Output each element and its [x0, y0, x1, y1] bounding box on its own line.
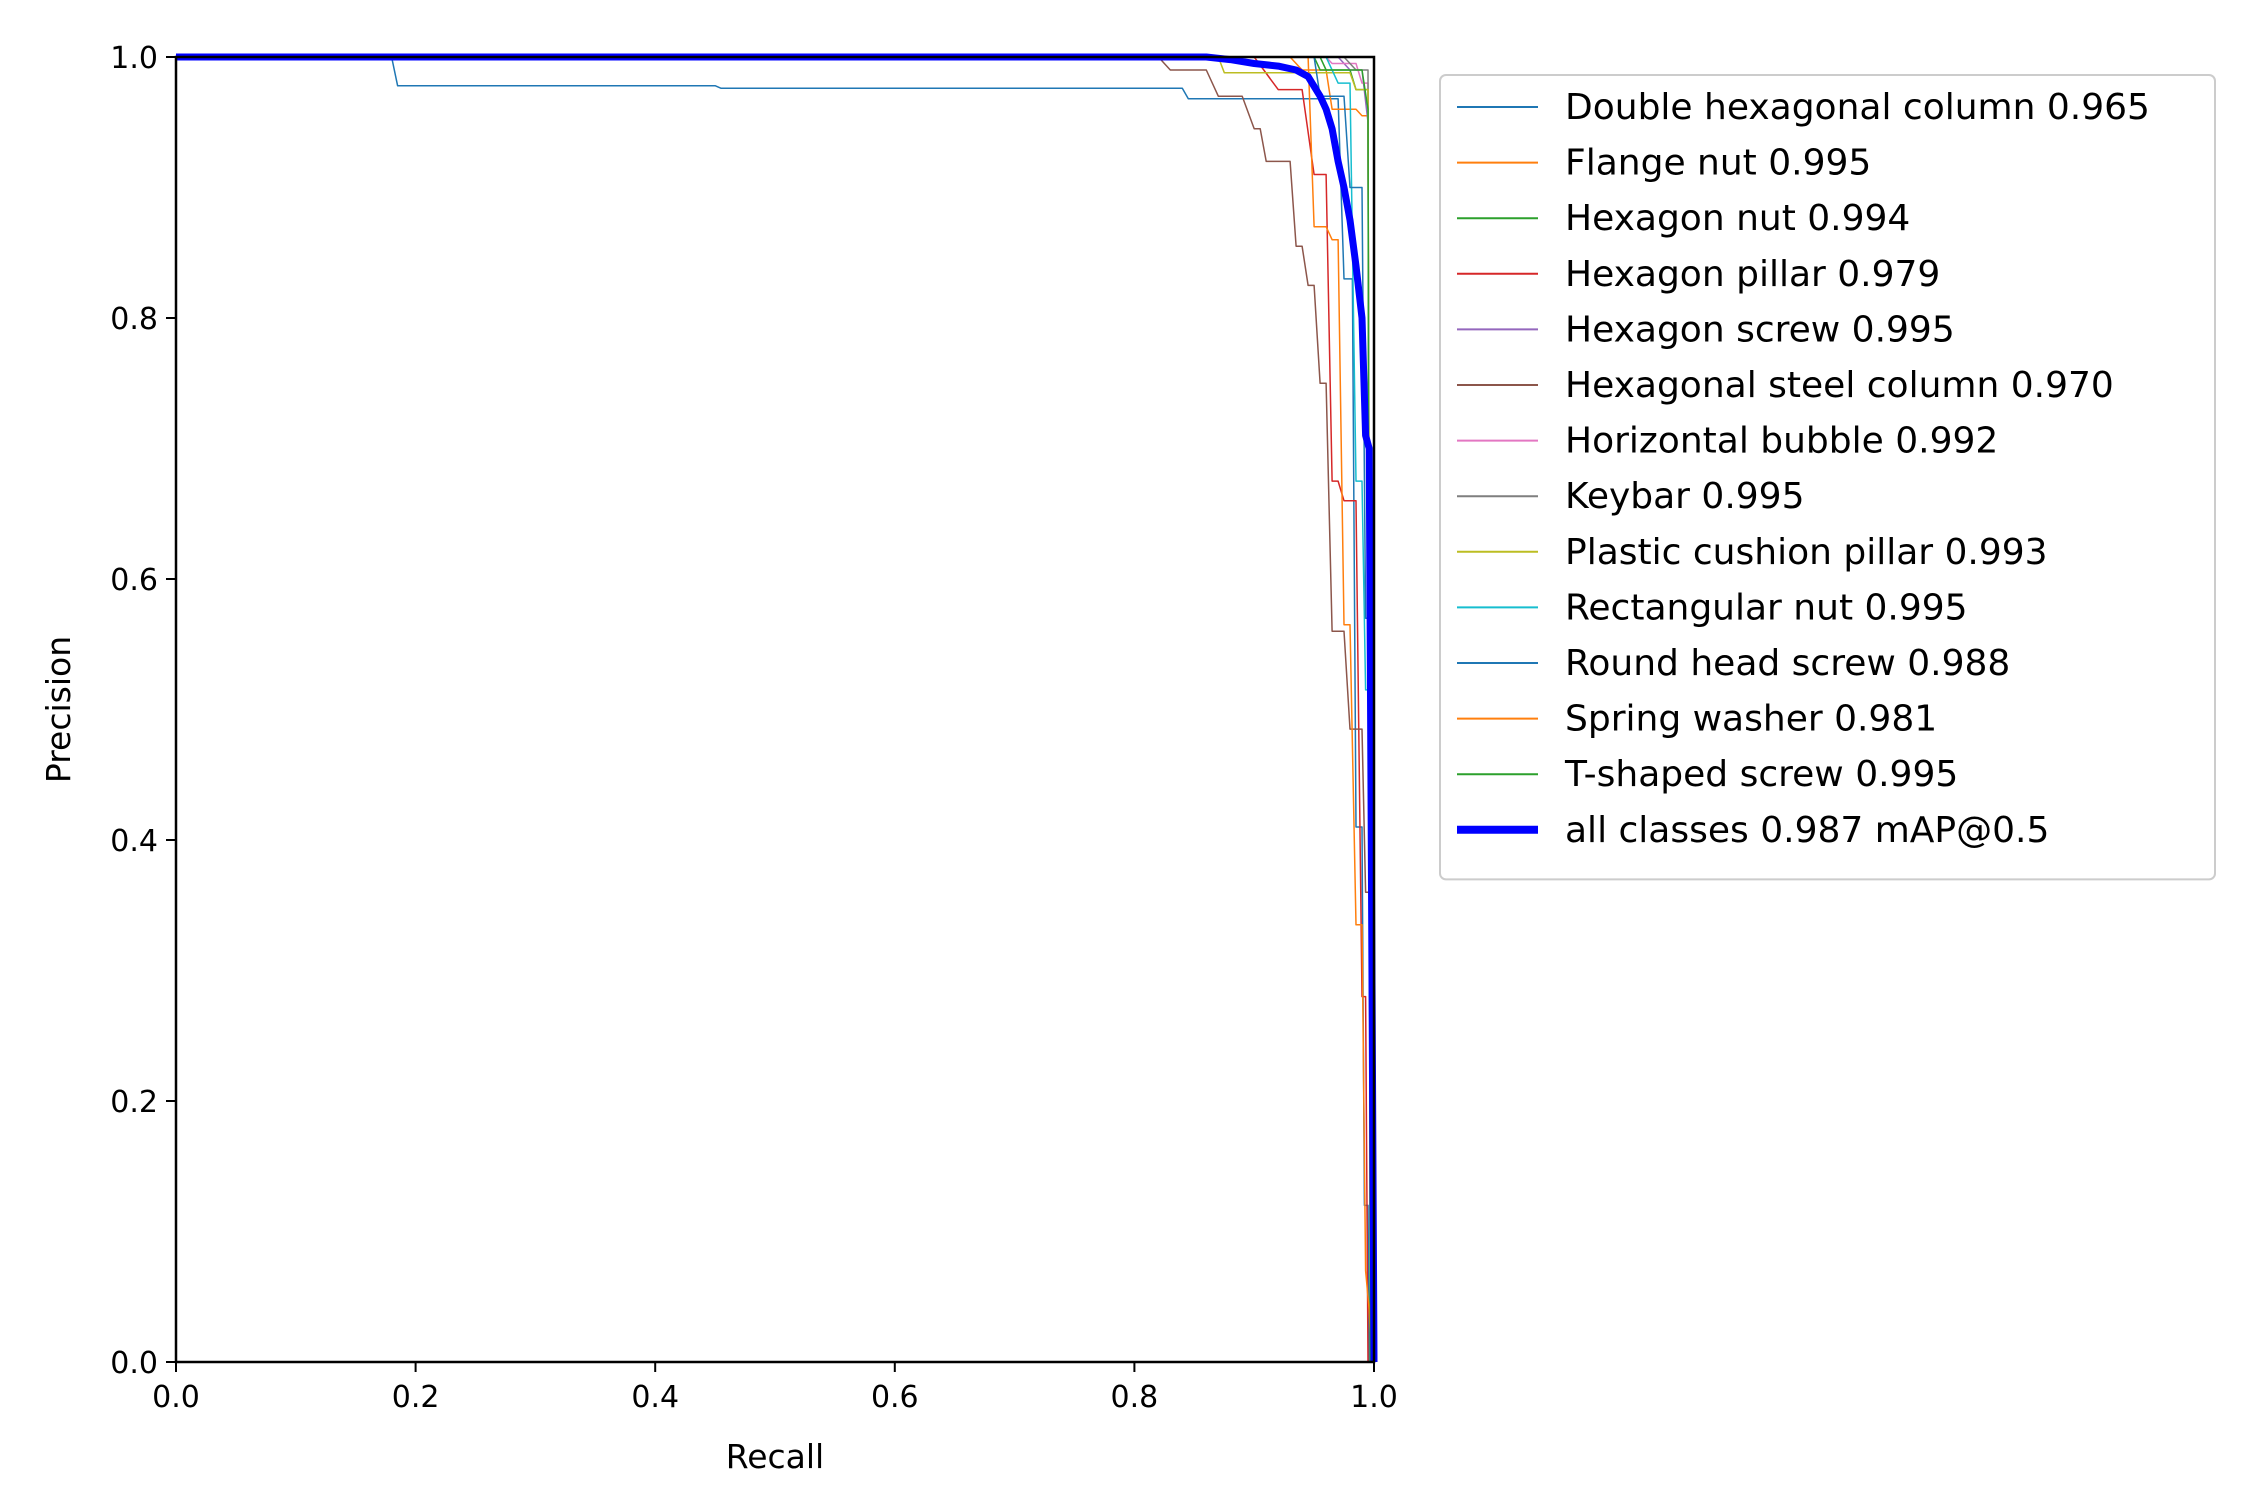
- series-line-6: [176, 56, 1372, 1363]
- series-line-5: [176, 56, 1373, 1363]
- legend-entry: Hexagon screw 0.995: [1565, 309, 1955, 350]
- curves-layer: [176, 53, 1378, 1363]
- x-axis-label: Recall: [726, 1437, 824, 1476]
- axis-ticks: 0.0 0.2 0.4 0.6 0.8 1.0 0.0 0.2 0.4 0.6 0.8 1.0: [110, 41, 1398, 1415]
- series-line-0: [176, 56, 1370, 1363]
- series-line-4: [176, 56, 1372, 1363]
- y-tick-label: 0.8: [110, 302, 158, 337]
- legend-entry: Hexagon pillar 0.979: [1565, 254, 1940, 295]
- legend-entry: Flange nut 0.995: [1565, 143, 1871, 184]
- series-line-7: [176, 56, 1372, 1363]
- legend-items: Double hexagonal column 0.965 Flange nut …: [1457, 87, 2150, 851]
- series-line-8: [176, 56, 1372, 1363]
- plot-frame: [174, 55, 1376, 1364]
- y-tick-label: 0.2: [110, 1085, 158, 1120]
- y-tick-label: 0.4: [110, 824, 158, 859]
- x-tick-label: 1.0: [1350, 1380, 1398, 1415]
- series-line-10: [176, 56, 1373, 1363]
- y-axis-label: Precision: [39, 636, 78, 783]
- series-line-13: [176, 53, 1378, 1363]
- legend-entry: Round head screw 0.988: [1565, 643, 2010, 684]
- legend-entry: all classes 0.987 mAP@0.5: [1565, 810, 2049, 851]
- series-line-1: [176, 56, 1373, 1363]
- x-tick-label: 0.6: [871, 1380, 919, 1415]
- x-tick-label: 0.4: [631, 1380, 679, 1415]
- legend-entry: Spring washer 0.981: [1565, 699, 1937, 740]
- series-line-2: [176, 56, 1372, 1363]
- y-tick-label: 1.0: [110, 41, 158, 76]
- legend-entry: Hexagonal steel column 0.970: [1565, 365, 2114, 406]
- legend-entry: Plastic cushion pillar 0.993: [1565, 532, 2048, 573]
- legend-entry: Double hexagonal column 0.965: [1565, 87, 2150, 128]
- legend-entry: T-shaped screw 0.995: [1564, 754, 1958, 795]
- x-tick-label: 0.8: [1111, 1380, 1159, 1415]
- legend-entry: Hexagon nut 0.994: [1565, 198, 1910, 239]
- series-line-3: [176, 56, 1369, 1363]
- legend-entry: Keybar 0.995: [1565, 476, 1804, 517]
- x-tick-label: 0.2: [392, 1380, 440, 1415]
- y-tick-label: 0.0: [110, 1346, 158, 1381]
- legend-entry: Rectangular nut 0.995: [1565, 587, 1968, 628]
- legend-entry: Horizontal bubble 0.992: [1565, 421, 1998, 462]
- legend: Double hexagonal column 0.965 Flange nut …: [1439, 74, 2216, 881]
- series-line-9: [176, 56, 1373, 1363]
- series-line-11: [176, 56, 1373, 1363]
- legend-box: [1439, 74, 2216, 881]
- y-tick-label: 0.6: [110, 563, 158, 598]
- x-tick-label: 0.0: [152, 1380, 200, 1415]
- series-line-12: [176, 56, 1372, 1363]
